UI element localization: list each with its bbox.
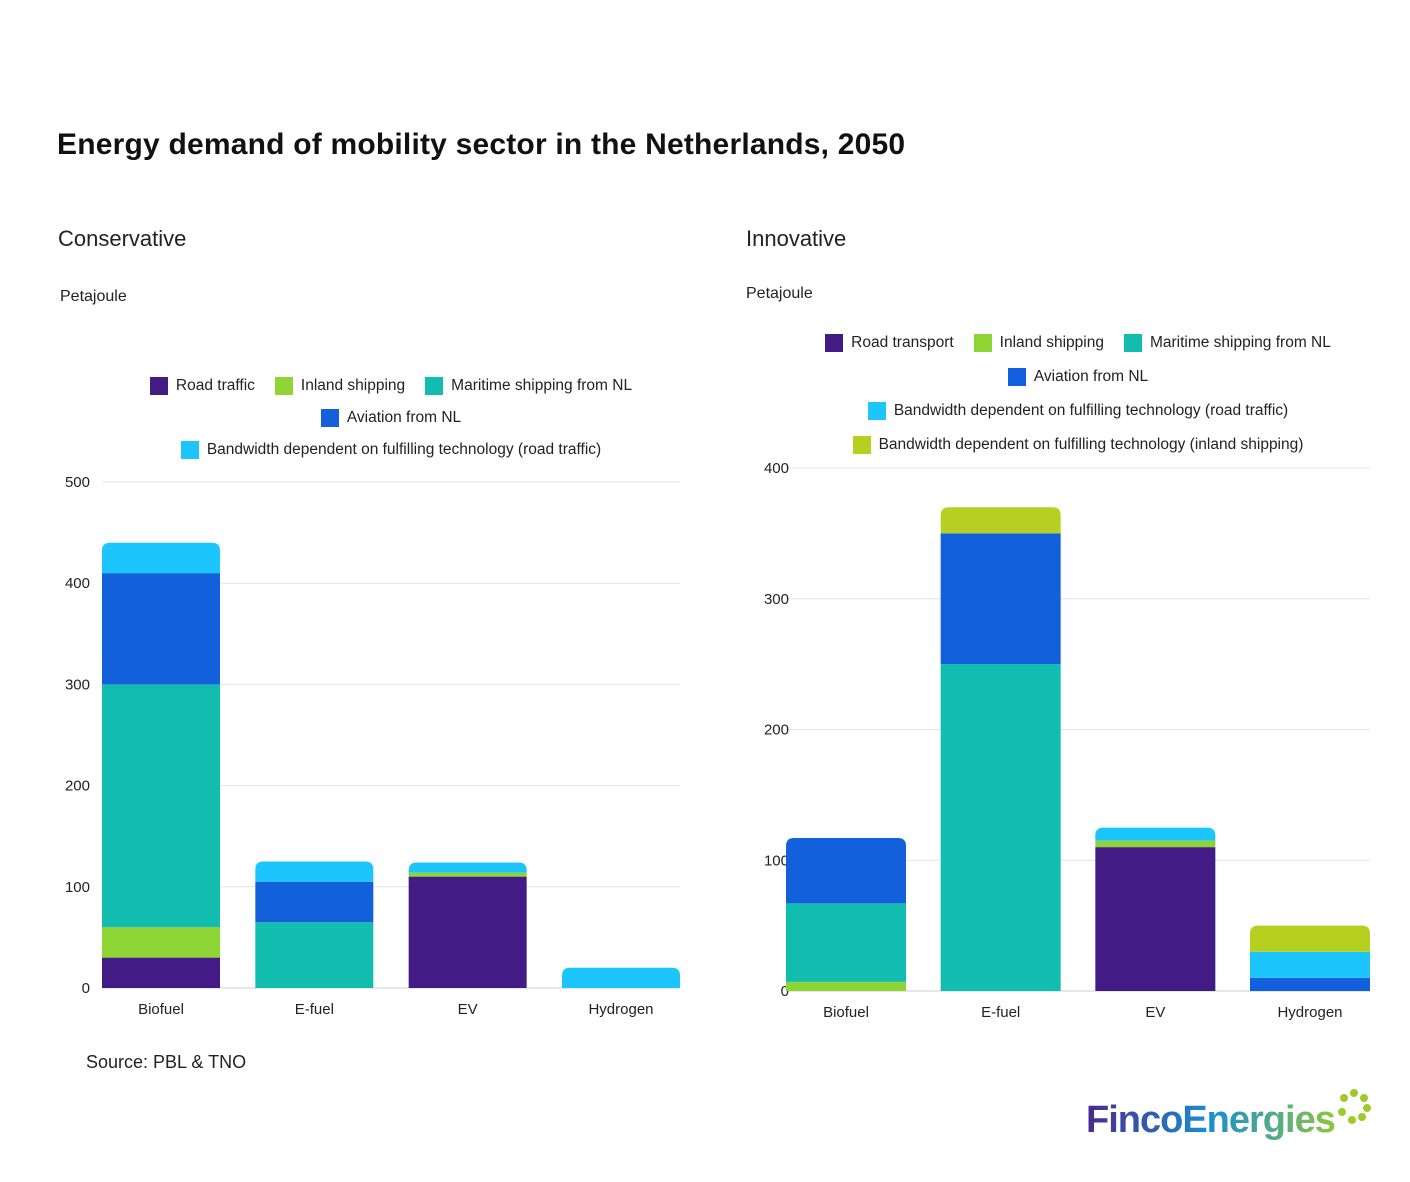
legend-swatch bbox=[1007, 368, 1026, 386]
y-tick-label: 300 bbox=[65, 676, 90, 693]
y-tick-label: 300 bbox=[764, 591, 789, 608]
bar-segment-biofuel-1 bbox=[786, 981, 906, 991]
bar-segment-ev-4 bbox=[1095, 827, 1216, 841]
legend-swatch bbox=[825, 334, 844, 352]
legend-swatch bbox=[425, 377, 444, 395]
legend-label: Maritime shipping from NL bbox=[1149, 334, 1331, 351]
bar-segment-e-fuel-2 bbox=[940, 664, 1061, 991]
bar-segment-ev-0 bbox=[408, 876, 527, 988]
logo-dots-icon bbox=[1338, 1089, 1371, 1124]
y-tick-label: 0 bbox=[781, 983, 789, 1000]
source-note: Source: PBL & TNO bbox=[86, 1052, 247, 1072]
y-tick-label: 400 bbox=[65, 575, 90, 592]
legend-label: Bandwidth dependent on fulfilling techno… bbox=[893, 402, 1289, 419]
legend-item[interactable]: Bandwidth dependent on fulfilling techno… bbox=[867, 402, 1289, 420]
y-tick-label: 200 bbox=[65, 778, 90, 795]
bar-segment-biofuel-2 bbox=[786, 903, 906, 982]
legend-item[interactable]: Inland shipping bbox=[973, 334, 1104, 352]
chart-subtitle-conservative: Conservative bbox=[58, 226, 187, 251]
x-tick-label: E-fuel bbox=[295, 1001, 334, 1018]
legend-swatch bbox=[180, 441, 199, 459]
y-unit-innovative: Petajoule bbox=[746, 285, 813, 302]
bar-segment-ev-1 bbox=[1095, 840, 1216, 848]
x-tick-label: Biofuel bbox=[138, 1001, 184, 1018]
legend-item[interactable]: Aviation from NL bbox=[1007, 368, 1149, 386]
legend-swatch bbox=[973, 334, 992, 352]
legend-item[interactable]: Maritime shipping from NL bbox=[1123, 334, 1331, 352]
legend-label: Inland shipping bbox=[999, 334, 1104, 351]
legend-label: Aviation from NL bbox=[346, 409, 462, 426]
bar-segment-e-fuel-5 bbox=[940, 507, 1061, 534]
legend-label: Road traffic bbox=[175, 377, 255, 394]
y-unit-conservative: Petajoule bbox=[60, 288, 127, 305]
fincoenergies-logo: FincoEnergies bbox=[1086, 1086, 1376, 1147]
bar-segment-biofuel-1 bbox=[102, 927, 220, 958]
y-tick-label: 100 bbox=[764, 852, 789, 869]
legend-label: Aviation from NL bbox=[1033, 368, 1149, 385]
x-tick-label: EV bbox=[458, 1001, 478, 1018]
legend-item[interactable]: Bandwidth dependent on fulfilling techno… bbox=[180, 441, 602, 459]
bar-segment-hydrogen-4 bbox=[1250, 951, 1370, 978]
bar-segment-e-fuel-3 bbox=[940, 533, 1061, 665]
legend-row: Aviation from NL bbox=[1007, 368, 1149, 386]
legend-row: Road transport Inland shipping Maritime sh… bbox=[825, 334, 1331, 352]
x-tick-label: E-fuel bbox=[981, 1004, 1020, 1021]
chart-conservative: 0 100 200 300 400 500 Biofuel E-fuel EV Hydrogen bbox=[65, 474, 680, 1018]
legend-item[interactable]: Inland shipping bbox=[274, 377, 406, 395]
bar-segment-biofuel-0 bbox=[102, 957, 220, 988]
legend-row: Bandwidth dependent on fulfilling techno… bbox=[852, 436, 1304, 454]
bar-segment-biofuel-3 bbox=[786, 838, 906, 904]
legend-label: Inland shipping bbox=[300, 377, 406, 394]
legend-swatch bbox=[320, 409, 339, 427]
bar-segment-hydrogen-3 bbox=[1250, 977, 1370, 991]
x-tick-label: Biofuel bbox=[823, 1004, 869, 1021]
bar-segment-e-fuel-3 bbox=[255, 881, 374, 923]
bar-segment-ev-1 bbox=[408, 872, 527, 877]
x-tick-label: Hydrogen bbox=[1277, 1004, 1342, 1021]
legend-swatch bbox=[274, 377, 293, 395]
legend-row: Bandwidth dependent on fulfilling techno… bbox=[867, 402, 1289, 420]
legend-swatch bbox=[1123, 334, 1142, 352]
y-tick-label: 500 bbox=[65, 474, 90, 491]
legend-label: Bandwidth dependent on fulfilling techno… bbox=[206, 441, 602, 458]
bar-segment-biofuel-2 bbox=[102, 684, 220, 928]
legend-swatch bbox=[149, 377, 168, 395]
legend-item[interactable]: Aviation from NL bbox=[320, 409, 462, 427]
y-tick-label: 100 bbox=[65, 879, 90, 896]
legend-label: Road transport bbox=[851, 334, 954, 351]
bar-segment-biofuel-4 bbox=[102, 542, 220, 574]
page-title: Energy demand of mobility sector in the … bbox=[57, 128, 906, 161]
chart-innovative: 0 100 200 300 400 Biofuel E-fuel EV Hydrogen bbox=[764, 460, 1370, 1021]
legend-innovative: Road transport Inland shipping Maritime sh… bbox=[786, 334, 1370, 454]
bar-segment-ev-0 bbox=[1095, 847, 1216, 991]
bar-segment-ev-4 bbox=[408, 862, 527, 873]
bar-segment-hydrogen-4 bbox=[562, 967, 680, 988]
legend-item[interactable]: Road transport bbox=[825, 334, 954, 352]
legend-row: Road traffic Inland shipping Maritime ship… bbox=[149, 377, 632, 395]
y-tick-label: 400 bbox=[764, 460, 789, 477]
chart-subtitle-innovative: Innovative bbox=[746, 226, 847, 251]
bar-segment-biofuel-3 bbox=[102, 573, 220, 685]
legend-row: Aviation from NL bbox=[320, 409, 462, 427]
x-tick-label: EV bbox=[1145, 1004, 1165, 1021]
legend-item[interactable]: Road traffic bbox=[149, 377, 255, 395]
legend-swatch bbox=[852, 436, 871, 454]
legend-item[interactable]: Maritime shipping from NL bbox=[425, 377, 632, 395]
x-tick-label: Hydrogen bbox=[588, 1001, 653, 1018]
bar-segment-e-fuel-4 bbox=[255, 861, 374, 882]
y-tick-label: 0 bbox=[82, 980, 90, 997]
legend-label: Maritime shipping from NL bbox=[451, 377, 633, 394]
bar-segment-e-fuel-2 bbox=[255, 922, 374, 988]
legend-row: Bandwidth dependent on fulfilling techno… bbox=[180, 441, 602, 459]
legend-conservative: Road traffic Inland shipping Maritime ship… bbox=[102, 377, 680, 459]
logo-text: FincoEnergies bbox=[1086, 1099, 1335, 1141]
legend-item[interactable]: Bandwidth dependent on fulfilling techno… bbox=[852, 436, 1304, 454]
y-tick-label: 200 bbox=[764, 722, 789, 739]
legend-label: Bandwidth dependent on fulfilling techno… bbox=[878, 436, 1304, 453]
bar-segment-hydrogen-5 bbox=[1250, 925, 1370, 952]
legend-swatch bbox=[867, 402, 886, 420]
